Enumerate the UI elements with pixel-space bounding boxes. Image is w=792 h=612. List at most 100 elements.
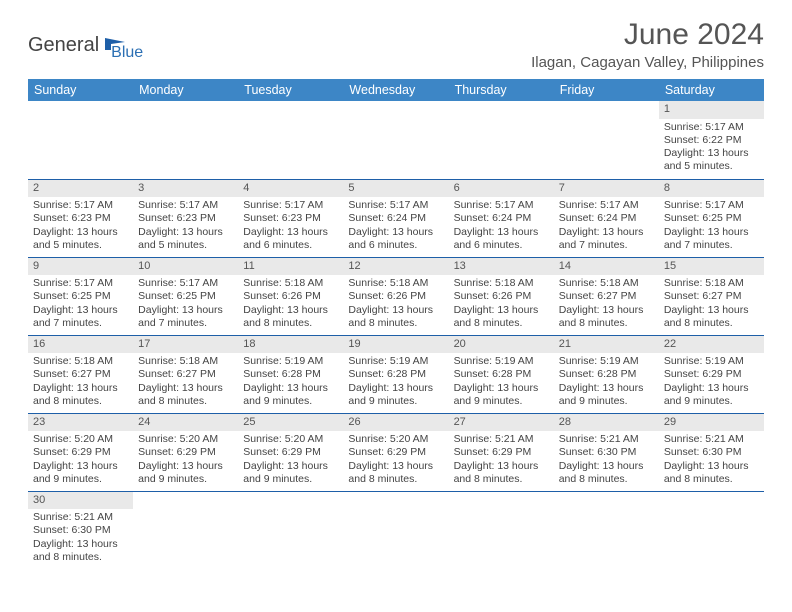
day-details: Sunrise: 5:18 AMSunset: 6:26 PMDaylight:…: [238, 275, 343, 334]
daylight-line2: and 9 minutes.: [33, 473, 128, 486]
day-number: 17: [133, 336, 238, 354]
day-number: 4: [238, 180, 343, 198]
day-number: 3: [133, 180, 238, 198]
daylight-line2: and 9 minutes.: [243, 395, 338, 408]
daylight-line2: and 9 minutes.: [348, 395, 443, 408]
day-details: Sunrise: 5:18 AMSunset: 6:26 PMDaylight:…: [343, 275, 448, 334]
day-number: 24: [133, 414, 238, 432]
title-block: June 2024 Ilagan, Cagayan Valley, Philip…: [531, 18, 764, 71]
sunset-text: Sunset: 6:30 PM: [664, 446, 759, 459]
sunrise-text: Sunrise: 5:17 AM: [138, 277, 233, 290]
daylight-line2: and 8 minutes.: [243, 317, 338, 330]
calendar-day: 19Sunrise: 5:19 AMSunset: 6:28 PMDayligh…: [343, 335, 448, 413]
daylight-line1: Daylight: 13 hours: [664, 460, 759, 473]
daylight-line2: and 9 minutes.: [138, 473, 233, 486]
sunrise-text: Sunrise: 5:17 AM: [348, 199, 443, 212]
day-details: Sunrise: 5:18 AMSunset: 6:27 PMDaylight:…: [28, 353, 133, 412]
sunset-text: Sunset: 6:30 PM: [33, 524, 128, 537]
calendar-day-empty: [449, 101, 554, 179]
sunrise-text: Sunrise: 5:18 AM: [348, 277, 443, 290]
daylight-line2: and 5 minutes.: [138, 239, 233, 252]
calendar-grid: SundayMondayTuesdayWednesdayThursdayFrid…: [28, 79, 764, 569]
calendar-day-empty: [659, 491, 764, 569]
page-title: June 2024: [531, 18, 764, 52]
daylight-line2: and 7 minutes.: [138, 317, 233, 330]
calendar-header-row: SundayMondayTuesdayWednesdayThursdayFrid…: [28, 79, 764, 101]
day-details: Sunrise: 5:21 AMSunset: 6:30 PMDaylight:…: [659, 431, 764, 490]
day-number: 6: [449, 180, 554, 198]
calendar-day-empty: [343, 101, 448, 179]
day-header: Tuesday: [238, 79, 343, 101]
calendar-day: 22Sunrise: 5:19 AMSunset: 6:29 PMDayligh…: [659, 335, 764, 413]
day-number: 11: [238, 258, 343, 276]
day-details: Sunrise: 5:17 AMSunset: 6:25 PMDaylight:…: [133, 275, 238, 334]
calendar-day-empty: [238, 101, 343, 179]
day-number: 2: [28, 180, 133, 198]
day-details: Sunrise: 5:17 AMSunset: 6:25 PMDaylight:…: [28, 275, 133, 334]
day-header: Wednesday: [343, 79, 448, 101]
sunset-text: Sunset: 6:29 PM: [138, 446, 233, 459]
sunrise-text: Sunrise: 5:21 AM: [454, 433, 549, 446]
daylight-line2: and 5 minutes.: [33, 239, 128, 252]
calendar-day: 5Sunrise: 5:17 AMSunset: 6:24 PMDaylight…: [343, 179, 448, 257]
sunset-text: Sunset: 6:25 PM: [664, 212, 759, 225]
calendar-week: 23Sunrise: 5:20 AMSunset: 6:29 PMDayligh…: [28, 413, 764, 491]
sunrise-text: Sunrise: 5:18 AM: [664, 277, 759, 290]
sunrise-text: Sunrise: 5:17 AM: [664, 121, 759, 134]
daylight-line1: Daylight: 13 hours: [348, 226, 443, 239]
calendar-day: 23Sunrise: 5:20 AMSunset: 6:29 PMDayligh…: [28, 413, 133, 491]
daylight-line2: and 8 minutes.: [559, 473, 654, 486]
day-number: 8: [659, 180, 764, 198]
day-number: 9: [28, 258, 133, 276]
day-details: Sunrise: 5:17 AMSunset: 6:23 PMDaylight:…: [133, 197, 238, 256]
sunrise-text: Sunrise: 5:17 AM: [33, 277, 128, 290]
calendar-day: 2Sunrise: 5:17 AMSunset: 6:23 PMDaylight…: [28, 179, 133, 257]
calendar-day: 20Sunrise: 5:19 AMSunset: 6:28 PMDayligh…: [449, 335, 554, 413]
daylight-line1: Daylight: 13 hours: [348, 460, 443, 473]
daylight-line2: and 8 minutes.: [348, 473, 443, 486]
daylight-line1: Daylight: 13 hours: [33, 304, 128, 317]
day-details: Sunrise: 5:18 AMSunset: 6:27 PMDaylight:…: [554, 275, 659, 334]
day-details: Sunrise: 5:20 AMSunset: 6:29 PMDaylight:…: [343, 431, 448, 490]
daylight-line1: Daylight: 13 hours: [664, 147, 759, 160]
calendar-day: 13Sunrise: 5:18 AMSunset: 6:26 PMDayligh…: [449, 257, 554, 335]
day-number: 19: [343, 336, 448, 354]
sunset-text: Sunset: 6:24 PM: [348, 212, 443, 225]
calendar-day: 25Sunrise: 5:20 AMSunset: 6:29 PMDayligh…: [238, 413, 343, 491]
daylight-line1: Daylight: 13 hours: [664, 382, 759, 395]
daylight-line2: and 8 minutes.: [33, 395, 128, 408]
daylight-line1: Daylight: 13 hours: [243, 304, 338, 317]
day-number: 29: [659, 414, 764, 432]
calendar-day: 16Sunrise: 5:18 AMSunset: 6:27 PMDayligh…: [28, 335, 133, 413]
sunrise-text: Sunrise: 5:19 AM: [559, 355, 654, 368]
header: General Blue June 2024 Ilagan, Cagayan V…: [28, 18, 764, 71]
day-number: 21: [554, 336, 659, 354]
sunrise-text: Sunrise: 5:20 AM: [33, 433, 128, 446]
calendar-day: 28Sunrise: 5:21 AMSunset: 6:30 PMDayligh…: [554, 413, 659, 491]
sunrise-text: Sunrise: 5:17 AM: [664, 199, 759, 212]
calendar-day-empty: [133, 101, 238, 179]
sunrise-text: Sunrise: 5:19 AM: [348, 355, 443, 368]
calendar-day: 11Sunrise: 5:18 AMSunset: 6:26 PMDayligh…: [238, 257, 343, 335]
daylight-line1: Daylight: 13 hours: [243, 226, 338, 239]
calendar-day: 24Sunrise: 5:20 AMSunset: 6:29 PMDayligh…: [133, 413, 238, 491]
day-details: Sunrise: 5:21 AMSunset: 6:29 PMDaylight:…: [449, 431, 554, 490]
day-number: 20: [449, 336, 554, 354]
sunrise-text: Sunrise: 5:17 AM: [138, 199, 233, 212]
sunset-text: Sunset: 6:26 PM: [243, 290, 338, 303]
daylight-line1: Daylight: 13 hours: [33, 226, 128, 239]
daylight-line1: Daylight: 13 hours: [664, 226, 759, 239]
daylight-line2: and 7 minutes.: [559, 239, 654, 252]
calendar-day: 10Sunrise: 5:17 AMSunset: 6:25 PMDayligh…: [133, 257, 238, 335]
calendar-day: 9Sunrise: 5:17 AMSunset: 6:25 PMDaylight…: [28, 257, 133, 335]
day-details: Sunrise: 5:18 AMSunset: 6:27 PMDaylight:…: [133, 353, 238, 412]
sunset-text: Sunset: 6:27 PM: [138, 368, 233, 381]
day-header: Thursday: [449, 79, 554, 101]
day-details: Sunrise: 5:17 AMSunset: 6:23 PMDaylight:…: [238, 197, 343, 256]
day-number: 15: [659, 258, 764, 276]
daylight-line2: and 8 minutes.: [33, 551, 128, 564]
day-details: Sunrise: 5:17 AMSunset: 6:22 PMDaylight:…: [659, 119, 764, 178]
sunrise-text: Sunrise: 5:19 AM: [664, 355, 759, 368]
calendar-day: 17Sunrise: 5:18 AMSunset: 6:27 PMDayligh…: [133, 335, 238, 413]
day-number: 5: [343, 180, 448, 198]
